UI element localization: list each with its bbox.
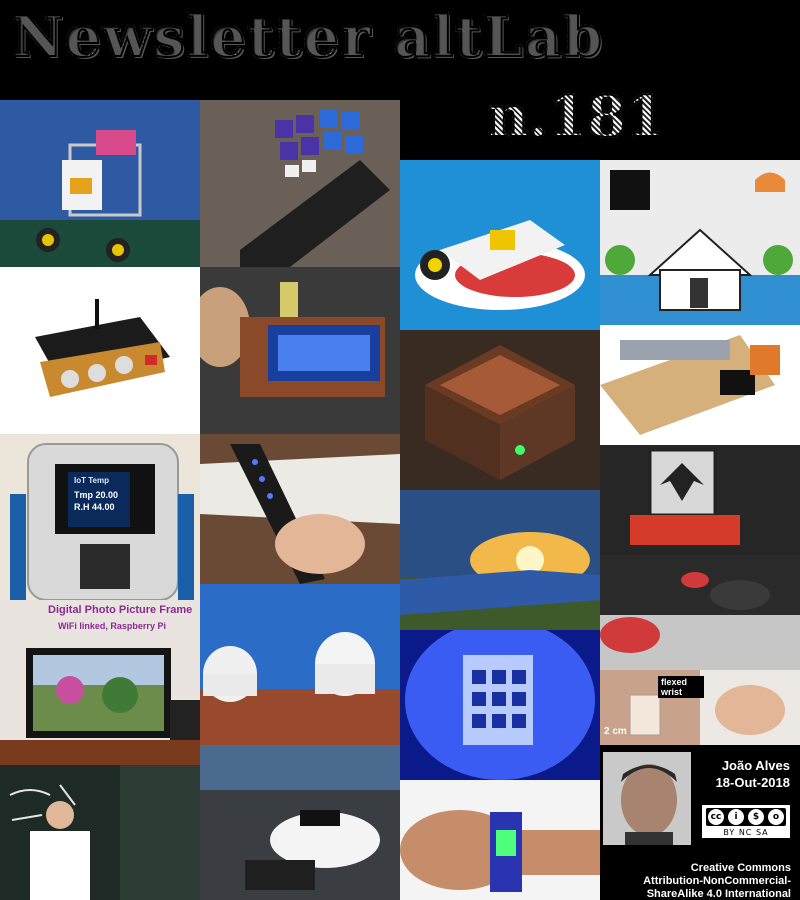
- license-line-1: Creative Commons: [690, 862, 791, 874]
- cc-icon: cc: [708, 809, 724, 825]
- photo-glowing-grid: [400, 630, 600, 780]
- photo-led-wand: [200, 434, 400, 584]
- cc-license-badge: cc i $ o BY NC SA: [700, 803, 792, 840]
- by-icon: i: [728, 809, 744, 825]
- iot-humidity: R.H 44.00: [74, 502, 115, 512]
- newsletter-title: Newsletter altLab: [11, 3, 605, 71]
- author-date: 18-Out-2018: [715, 775, 790, 790]
- cc-badge-label: BY NC SA: [723, 828, 769, 837]
- photo-shopping-cart-robot: [0, 100, 200, 267]
- photo-split-keyboard: [200, 100, 400, 267]
- photo-observatory-domes: [200, 584, 400, 745]
- license-line-3: ShareAlike 4.0 International: [646, 888, 791, 900]
- photo-presenter-glass-board: [0, 765, 200, 900]
- photo-digital-picture-frame: Digital Photo Picture Frame WiFi linked,…: [0, 600, 200, 765]
- nc-icon: $: [748, 809, 764, 825]
- photo-eagle-eink-display: [600, 445, 800, 555]
- photo-led-wristband: [400, 780, 600, 900]
- photo-retro-console: [0, 267, 200, 434]
- wrist-label: flexed wrist: [658, 676, 704, 698]
- photo-wooden-box: [400, 330, 600, 490]
- photo-flexed-wrist-sensor: flexed wrist 2 cm: [600, 670, 800, 745]
- author-name: João Alves: [721, 758, 790, 773]
- photo-lcd-handheld: [200, 267, 400, 434]
- photo-frame-subtitle: WiFi linked, Raspberry Pi: [58, 621, 166, 631]
- photo-iot-temp-display: IoT Temp Tmp 20.00 R.H 44.00: [0, 434, 200, 600]
- photo-robot-car-kit: [400, 160, 600, 330]
- sa-icon: o: [768, 809, 784, 825]
- issue-number: n.181: [487, 83, 666, 151]
- iot-temp: Tmp 20.00: [74, 490, 119, 500]
- photo-flood-sensor-house: [600, 160, 800, 325]
- photo-robot-hand: [600, 555, 800, 670]
- photo-solar-panels-sunset: [400, 490, 600, 630]
- photo-linear-actuator: [600, 325, 800, 445]
- wrist-scale: 2 cm: [604, 726, 627, 737]
- license-line-2: Attribution-NonCommercial-: [643, 875, 791, 887]
- author-photo: [603, 752, 691, 845]
- photo-vr-headset-lab: [200, 745, 400, 900]
- iot-label: IoT Temp: [74, 476, 109, 485]
- photo-frame-title: Digital Photo Picture Frame: [48, 604, 193, 616]
